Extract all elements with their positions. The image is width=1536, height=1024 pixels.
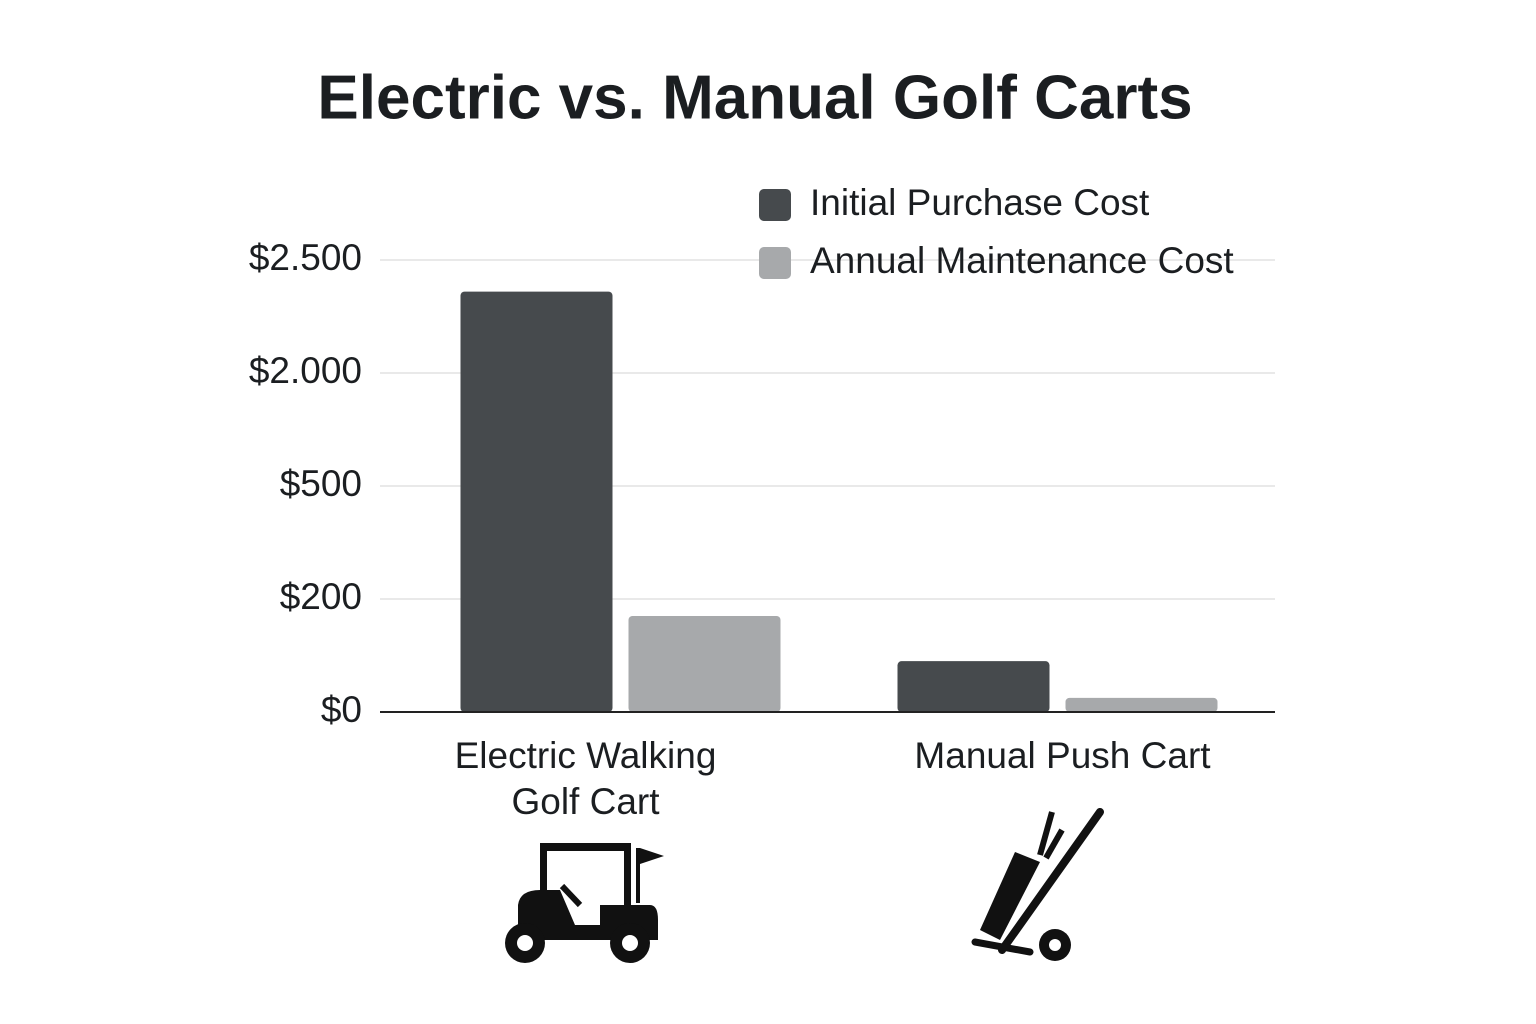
y-tick-label: $2.500 <box>249 237 362 278</box>
y-tick-label: $500 <box>280 463 362 504</box>
y-tick-label: $2.000 <box>249 350 362 391</box>
bar <box>1065 697 1218 712</box>
push-cart-icon <box>971 808 1104 961</box>
x-tick-label: Electric Walking Golf Cart <box>454 735 717 822</box>
y-tick-label: $0 <box>321 689 362 730</box>
bar <box>897 661 1050 712</box>
legend-swatch <box>759 247 791 279</box>
bar <box>628 615 781 712</box>
legend-label: Annual Maintenance Cost <box>810 240 1234 281</box>
x-tick-label: Manual Push Cart <box>914 735 1211 776</box>
legend-swatch <box>759 189 791 221</box>
bar <box>460 291 613 712</box>
y-tick-label: $200 <box>280 576 362 617</box>
cart-icon <box>505 843 664 963</box>
legend-label: Initial Purchase Cost <box>810 182 1150 223</box>
chart-title: Electric vs. Manual Golf Carts <box>317 63 1192 132</box>
